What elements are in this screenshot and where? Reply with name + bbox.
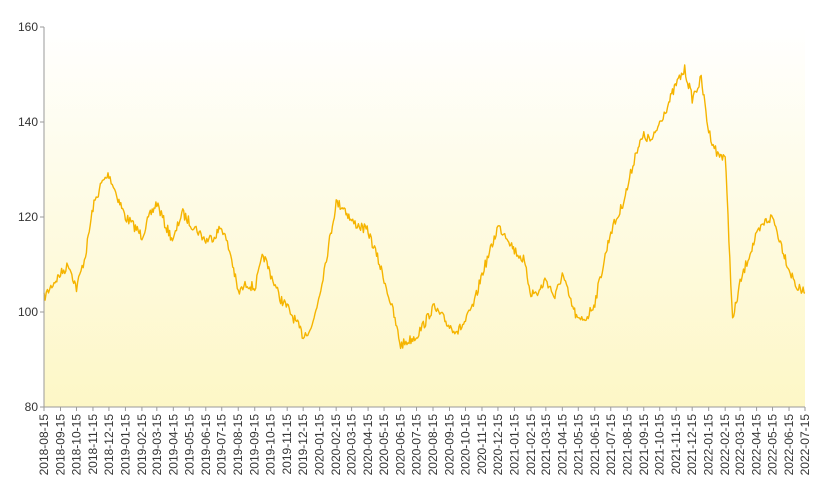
x-tick-label: 2021-03-15 (539, 414, 553, 476)
x-tick-label: 2020-03-15 (345, 414, 359, 476)
x-tick-label: 2019-01-15 (118, 414, 132, 476)
x-tick-label: 2021-06-15 (588, 414, 602, 476)
x-tick-label: 2021-04-15 (555, 414, 569, 476)
x-tick-label: 2021-05-15 (571, 414, 585, 476)
x-tick-label: 2020-09-15 (443, 414, 457, 476)
x-tick-label: 2020-12-15 (491, 414, 505, 476)
y-axis: 80 100 120 140 160 (18, 20, 44, 414)
x-tick-label: 2020-11-15 (475, 414, 489, 475)
x-tick-label: 2022-05-15 (766, 414, 780, 476)
y-tick-label: 80 (25, 400, 39, 414)
x-tick-label: 2021-08-15 (620, 414, 634, 476)
x-tick-label: 2019-08-15 (231, 414, 245, 476)
x-tick-label: 2018-09-15 (53, 414, 67, 476)
x-tick-label: 2021-09-15 (637, 414, 651, 476)
x-tick-label: 2019-03-15 (150, 414, 164, 476)
x-tick-label: 2019-06-15 (199, 414, 213, 476)
y-tick-label: 140 (18, 115, 38, 129)
y-tick-label: 160 (18, 20, 38, 34)
x-tick-label: 2018-12-15 (102, 414, 116, 476)
x-tick-label: 2018-10-15 (69, 414, 83, 476)
x-tick-label: 2019-07-15 (215, 414, 229, 476)
x-axis: 2018-08-15 2018-09-15 2018-10-15 2018-11-15… (37, 407, 812, 475)
x-tick-label: 2019-12-15 (296, 414, 310, 476)
x-tick-label: 2020-10-15 (458, 414, 472, 476)
x-tick-label: 2020-06-15 (394, 414, 408, 476)
x-tick-label: 2021-01-15 (507, 414, 521, 476)
x-tick-label: 2019-09-15 (248, 414, 262, 476)
x-tick-label: 2019-10-15 (264, 414, 278, 476)
x-tick-label: 2020-05-15 (377, 414, 391, 476)
x-tick-label: 2020-08-15 (426, 414, 440, 476)
x-tick-label: 2020-02-15 (329, 414, 343, 476)
x-tick-label: 2018-11-15 (86, 414, 100, 475)
x-tick-label: 2022-03-15 (733, 414, 747, 476)
x-tick-label: 2021-10-15 (653, 414, 667, 476)
x-tick-label: 2019-05-15 (182, 414, 196, 476)
x-tick-label: 2021-12-15 (685, 414, 699, 476)
x-tick-label: 2021-02-15 (524, 414, 538, 476)
x-tick-label: 2022-01-15 (702, 414, 716, 476)
x-tick-label: 2022-02-15 (718, 414, 732, 476)
x-tick-label: 2022-04-15 (750, 414, 764, 476)
x-tick-label: 2022-07-15 (798, 414, 812, 476)
x-tick-label: 2020-04-15 (361, 414, 375, 476)
x-tick-label: 2019-04-15 (166, 414, 180, 476)
x-tick-label: 2019-11-15 (280, 414, 294, 475)
series-line (43, 64, 806, 350)
x-tick-label: 2020-01-15 (313, 414, 327, 476)
plot-area (44, 27, 805, 407)
y-tick-label: 120 (18, 210, 38, 224)
x-tick-label: 2020-07-15 (410, 414, 424, 476)
x-tick-label: 2021-11-15 (669, 414, 683, 475)
x-tick-label: 2022-06-15 (782, 414, 796, 476)
y-tick-label: 100 (18, 305, 38, 319)
x-tick-label: 2018-08-15 (37, 414, 51, 476)
x-tick-label: 2021-07-15 (604, 414, 618, 476)
x-tick-label: 2019-02-15 (135, 414, 149, 476)
